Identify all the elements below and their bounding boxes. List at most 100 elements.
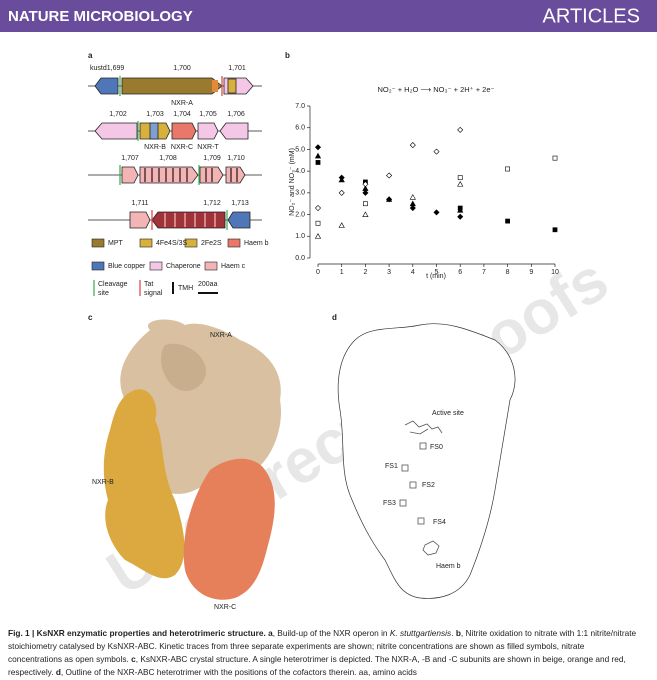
x-tick-label: 0 (316, 269, 320, 276)
panel-letter: a (88, 51, 93, 60)
y-tick-label: 7.0 (295, 103, 305, 110)
legend-label: 4Fe4S/3S (156, 240, 187, 247)
data-point (362, 211, 369, 217)
x-tick-label: 9 (529, 269, 533, 276)
legend-label: Tat signal (144, 281, 163, 297)
data-point (433, 209, 440, 216)
data-point (552, 155, 558, 161)
y-tick-label: 3.0 (295, 190, 305, 197)
data-point (363, 201, 368, 207)
heterotrimer-outline (337, 323, 516, 599)
y-tick-label: 4.0 (295, 168, 305, 175)
legend-label-box: Cleavage site (98, 281, 128, 297)
data-point (314, 144, 322, 151)
x-tick-label: 4 (411, 269, 415, 276)
legend-label: 200aa (198, 281, 218, 288)
subunit-label: NXR-A (210, 332, 232, 339)
data-point (409, 142, 416, 149)
gene-label: 1,709 (203, 155, 221, 162)
site-markers (119, 76, 228, 230)
figure-caption: Fig. 1 | KsNXR enzymatic properties and … (8, 627, 640, 679)
x-tick-label: 5 (435, 269, 439, 276)
x-tick-label: 8 (506, 269, 510, 276)
data-point (338, 189, 345, 196)
data-point (314, 233, 322, 239)
legend-label: Haem b (244, 240, 269, 247)
caption-text: , Outline of the NXR-ABC heterotrimer wi… (60, 667, 417, 677)
subunit-label: NXR-C (214, 604, 236, 611)
caption-text: , KsNXR-ABC crystal structure. A single … (8, 654, 626, 677)
panel-letter: b (285, 51, 290, 60)
gene-label: 1,702 (109, 111, 127, 118)
gene-label: 1,703 (146, 111, 164, 118)
gene-label: 1,705 (199, 111, 217, 118)
cofactor-label: FS0 (430, 444, 443, 451)
gene-label: NXR-C (171, 144, 193, 151)
gene-label: 1,708 (159, 155, 177, 162)
y-tick-label: 0.0 (295, 255, 305, 262)
cofactor-label: Active site (432, 410, 464, 417)
cofactors (399, 420, 443, 556)
data-point (362, 189, 369, 196)
x-tick-label: 2 (363, 269, 367, 276)
equation: NO₂⁻ + H₂O ⟶ NO₃⁻ + 2H⁺ + 2e⁻ (378, 85, 495, 94)
gene-label: 1,711 (132, 200, 149, 207)
panel-letter: c (88, 313, 93, 322)
scatter-chart: 0.0 1.0 2.0 3.0 4.0 5.0 6.0 7.0 0 1 2 3 4 5 6 7 8 9 10 (295, 103, 559, 276)
data-point (314, 205, 322, 212)
legend-swatches (91, 238, 241, 271)
data-point (315, 220, 321, 226)
data-point (505, 166, 510, 172)
gene-label: 1,713 (231, 200, 249, 207)
data-point (409, 193, 416, 200)
caption-text: a (268, 628, 273, 638)
data-point (457, 175, 463, 181)
data-point (362, 185, 369, 191)
x-tick-label: 7 (482, 269, 486, 276)
legend-label: Haem c (221, 263, 246, 270)
gene-label: NXR-B (144, 144, 166, 151)
caption-text: d (55, 667, 61, 677)
legend-label: Cleavage site (98, 281, 128, 297)
legend-label: Chaperone (166, 263, 201, 270)
legend-label: TMH (178, 285, 193, 292)
caption-text: K. stuttgartiensis (389, 628, 452, 638)
cofactor-label: FS1 (385, 463, 398, 470)
data-point (314, 152, 322, 159)
legend-label: Blue copper (108, 263, 146, 270)
caption-text: Fig. 1 | KsNXR enzymatic properties and … (8, 628, 269, 638)
protein-structure (103, 319, 281, 600)
data-point (552, 227, 558, 233)
x-tick-label: 10 (551, 269, 559, 276)
legend-label-box: Tat signal (144, 281, 163, 297)
cofactor-label: FS4 (433, 519, 446, 526)
data-point (409, 200, 416, 207)
section-name: ARTICLES (543, 5, 640, 27)
data-point (409, 205, 416, 212)
y-tick-label: 5.0 (295, 146, 305, 153)
y-tick-label: 6.0 (295, 125, 305, 132)
data-point (457, 205, 463, 211)
data-point (338, 176, 345, 183)
x-tick-label: 3 (387, 269, 391, 276)
panel-letter: d (332, 313, 337, 322)
data-point (315, 160, 321, 165)
data-point (386, 172, 393, 179)
x-tick-label: 6 (458, 269, 462, 276)
subunit-label: NXR-B (92, 479, 114, 486)
data-point (505, 218, 510, 224)
cofactor-label: FS2 (422, 482, 435, 489)
data-point (457, 213, 464, 220)
x-tick-label: 1 (340, 269, 344, 276)
data-point (338, 222, 345, 228)
data-point (457, 126, 464, 133)
caption-text: , Nitrite oxidation to nitrate with 1:1 … (8, 628, 637, 664)
legend-label: MPT (108, 240, 124, 247)
gene-label: 1,701 (228, 65, 246, 72)
y-axis-label: NO₂⁻ and NO₃⁻ (mM) (289, 148, 296, 216)
gene-label: 1,704 (173, 111, 191, 118)
cofactor-label: Haem b (436, 563, 461, 570)
x-axis-label: t (min) (426, 273, 446, 280)
